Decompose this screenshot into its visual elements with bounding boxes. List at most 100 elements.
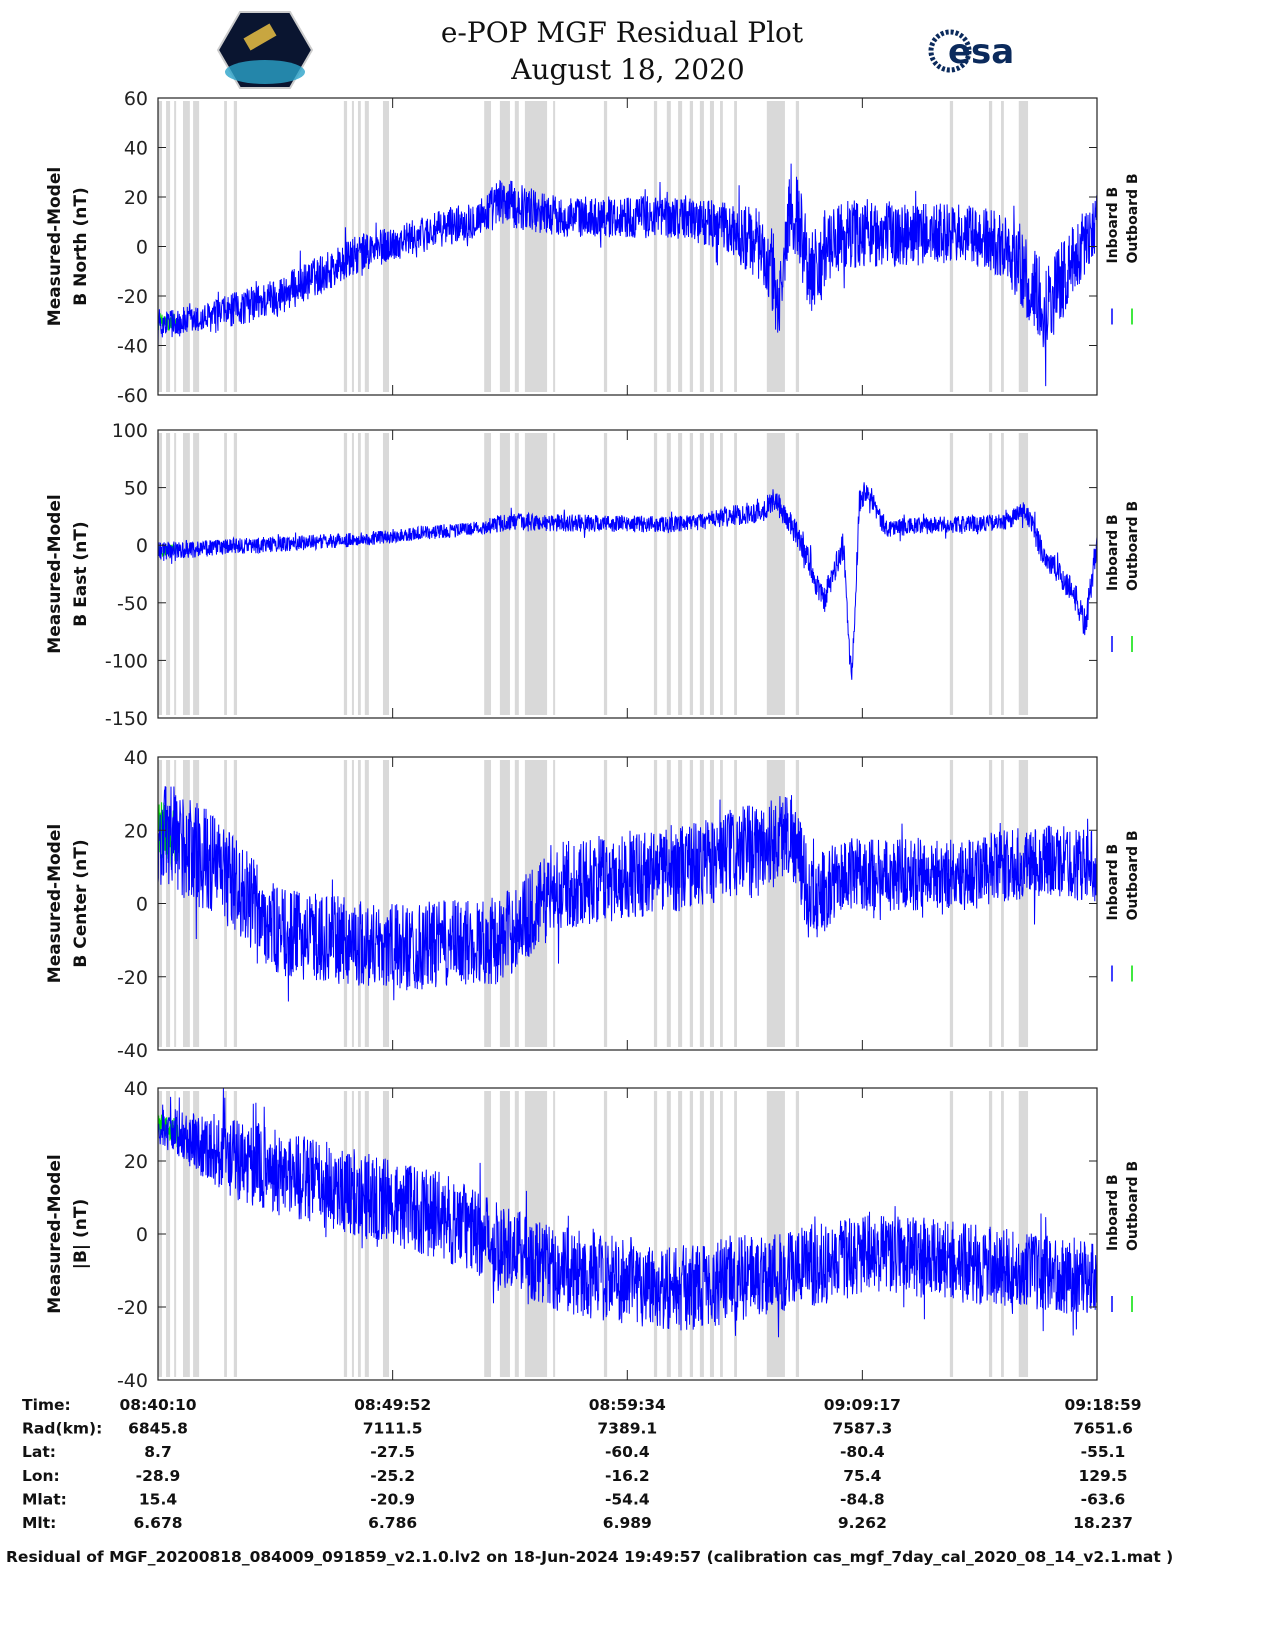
table-cell: 75.4	[843, 1467, 881, 1485]
table-cell: 18.237	[1073, 1514, 1133, 1532]
data-gap-band	[382, 760, 390, 1047]
data-gap-band	[182, 433, 190, 715]
legend: Inboard B Outboard B	[1105, 830, 1141, 982]
table-cell: 8.7	[144, 1443, 171, 1461]
panel-1: 60 40 20 0 -20 -40 -60 Measured-Model B North (n…	[45, 88, 1141, 407]
data-gap-band	[709, 1091, 714, 1377]
y-tick-label: 60	[124, 88, 148, 110]
data-gap-band	[1018, 760, 1029, 1047]
data-gap-band	[653, 1091, 658, 1377]
legend-label-outboard: Outboard B	[1125, 501, 1141, 591]
data-gap-band	[343, 760, 348, 1047]
y-tick-label: 100	[112, 420, 148, 442]
data-gap-band	[653, 760, 658, 1047]
legend-label-inboard: Inboard B	[1105, 514, 1121, 591]
data-gap-band	[553, 433, 556, 715]
data-gap-band	[766, 101, 785, 392]
esa-logo: esa	[928, 29, 1014, 73]
data-gap-band	[709, 433, 714, 715]
y-tick-label: 40	[124, 138, 148, 160]
data-gap-band	[653, 101, 658, 392]
panel-3: 40 20 0 -20 -40 Measured-Model B Center (nT) In…	[45, 747, 1141, 1062]
data-gap-band	[553, 101, 556, 392]
data-gap-band	[499, 433, 510, 715]
y-tick-label: -40	[117, 336, 148, 358]
table-row-label: Time:	[22, 1396, 71, 1414]
data-gap-band	[224, 760, 227, 1047]
data-gap-band	[524, 433, 548, 715]
legend: Inboard B Outboard B	[1105, 501, 1141, 652]
data-gap-band	[193, 101, 200, 392]
data-gap-band	[174, 1091, 177, 1377]
data-gap-band	[343, 1091, 348, 1377]
table-cell: 7389.1	[597, 1420, 657, 1438]
data-gap-band	[174, 433, 177, 715]
data-gap-band	[734, 760, 737, 1047]
y-tick-label: -150	[105, 708, 148, 730]
y-axis-label: Measured-Model	[45, 494, 65, 653]
data-gap-band	[699, 101, 704, 392]
table-cell: 08:59:34	[589, 1396, 666, 1414]
y-tick-label: -100	[105, 650, 148, 672]
data-gap-band	[484, 101, 492, 392]
data-gap-band	[182, 101, 190, 392]
table-cell: -27.5	[370, 1443, 415, 1461]
y-tick-label: -20	[117, 1297, 148, 1319]
y-tick-label: 0	[136, 535, 148, 557]
data-gap-band	[699, 1091, 704, 1377]
table-cell: -60.4	[605, 1443, 650, 1461]
data-gap-band	[182, 1091, 190, 1377]
data-gap-band	[382, 1091, 390, 1377]
data-gap-band	[174, 760, 177, 1047]
inboard-b-series	[158, 482, 1097, 680]
data-gap-band	[499, 760, 510, 1047]
y-axis-label: Measured-Model	[45, 824, 65, 983]
data-gap-band	[666, 101, 671, 392]
data-gap-band	[514, 433, 519, 715]
y-tick-label: 0	[136, 894, 148, 916]
data-gap-band	[709, 101, 714, 392]
y-tick-label: -60	[117, 385, 148, 407]
y-axis-label: B Center (nT)	[71, 839, 91, 967]
y-tick-label: -50	[117, 593, 148, 615]
data-gap-band	[514, 760, 519, 1047]
data-gap-band	[351, 1091, 354, 1377]
data-gap-band	[689, 101, 694, 392]
data-gap-band	[988, 433, 993, 715]
data-gap-band	[766, 433, 785, 715]
table-cell: -80.4	[840, 1443, 885, 1461]
data-gap-band	[689, 1091, 694, 1377]
data-gap-band	[233, 1091, 238, 1377]
table-cell: 6.678	[133, 1514, 182, 1532]
data-gap-band	[1018, 1091, 1029, 1377]
table-row-label: Mlt:	[22, 1514, 56, 1532]
y-tick-label: 20	[124, 1151, 148, 1173]
data-gap-band	[699, 760, 704, 1047]
data-gap-band	[678, 1091, 683, 1377]
data-gap-band	[351, 760, 354, 1047]
data-gap-band	[343, 433, 348, 715]
data-gap-band	[689, 433, 694, 715]
table-row-label: Rad(km):	[22, 1420, 102, 1438]
table-cell: 08:40:10	[119, 1396, 196, 1414]
axes-frame	[157, 429, 1098, 719]
table-cell: 09:09:17	[824, 1396, 901, 1414]
table-cell: -55.1	[1081, 1443, 1126, 1461]
y-tick-label: 20	[124, 820, 148, 842]
table-cell: -16.2	[605, 1467, 650, 1485]
y-tick-label: 50	[124, 478, 148, 500]
y-axis-label: B North (nT)	[71, 187, 91, 306]
table-cell: 08:49:52	[354, 1396, 431, 1414]
data-gap-band	[166, 433, 171, 715]
data-gap-band	[766, 1091, 785, 1377]
svg-text:esa: esa	[948, 32, 1014, 72]
data-gap-band	[357, 1091, 361, 1377]
table-row-label: Lon:	[22, 1467, 60, 1485]
data-gap-band	[709, 760, 714, 1047]
data-gap-band	[364, 760, 369, 1047]
data-gap-band	[766, 760, 785, 1047]
table-cell: 6845.8	[128, 1420, 188, 1438]
table-cell: 129.5	[1078, 1467, 1127, 1485]
table-cell: -25.2	[370, 1467, 415, 1485]
legend-label-inboard: Inboard B	[1105, 187, 1121, 264]
